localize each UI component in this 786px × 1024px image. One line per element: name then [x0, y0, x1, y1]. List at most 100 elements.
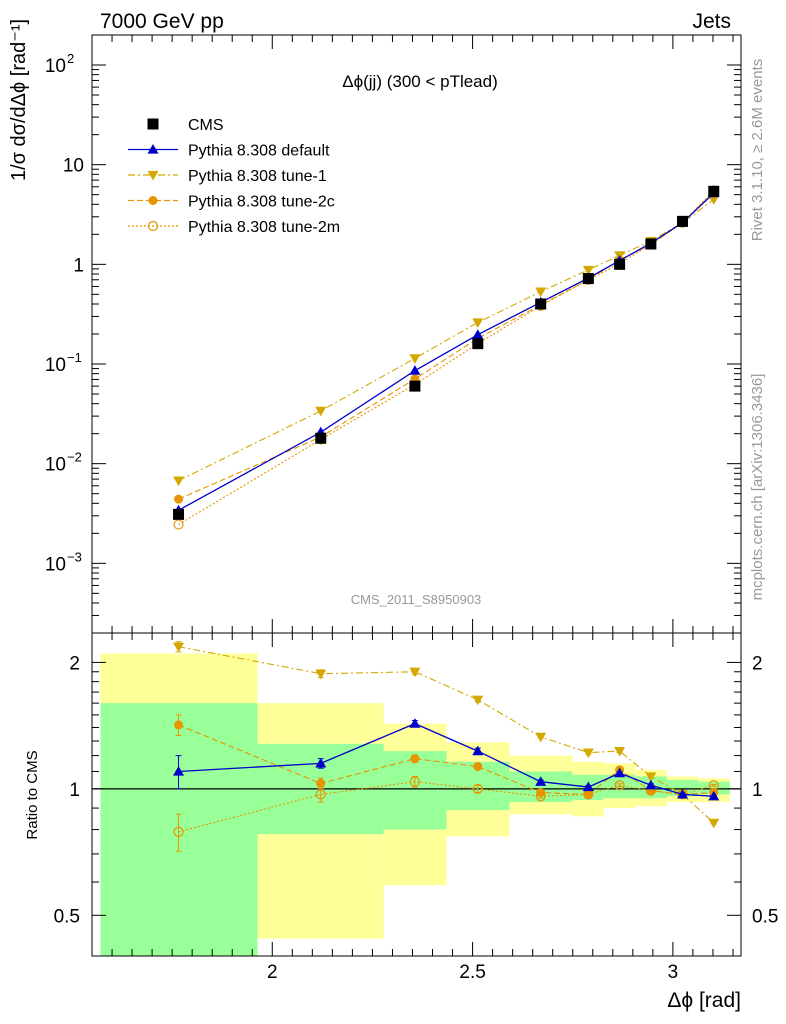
series-point: [315, 406, 327, 417]
series-point: [173, 519, 184, 530]
cms-point: [472, 338, 484, 350]
legend-entry: Pythia 8.308 tune-2m: [128, 219, 340, 236]
ratio-point: [472, 745, 484, 756]
rivet-version-label: Rivet 3.1.10, ≥ 2.6M events: [749, 59, 766, 242]
cms-point: [677, 215, 689, 227]
ratio-line: [178, 646, 715, 824]
ratio-line: [178, 724, 714, 795]
series-point: [409, 354, 421, 364]
legend-entry: Pythia 8.308 default: [128, 143, 330, 160]
y-tick-exponent: −3: [67, 549, 82, 564]
ratio-point: [409, 667, 421, 678]
ratio-point: [315, 669, 327, 680]
series-cms: [173, 185, 720, 520]
ratio-point: [582, 748, 594, 759]
y-tick-label: 10: [45, 56, 66, 77]
y-axis-label: 1/σ dσ/dΔϕ [rad⁻¹]: [8, 19, 30, 181]
cms-point: [409, 380, 421, 392]
legend-label: Pythia 8.308 tune-1: [188, 168, 327, 185]
ratio-point: [315, 757, 327, 768]
ratio-point: [315, 789, 326, 800]
ratio-tick-label: 0.5: [54, 906, 80, 927]
header-collision-label: 7000 GeV pp: [100, 10, 224, 33]
series-pythia-8-308-tune-1: [173, 195, 720, 487]
plot-title: Δϕ(jj) (300 < pTlead): [342, 72, 498, 91]
y-tick-label: 10: [63, 156, 84, 177]
ratio-point: [173, 826, 184, 837]
legend-marker: [147, 144, 159, 154]
y-axis-label-text: 1/σ dσ/dΔϕ [rad⁻¹]: [8, 19, 30, 181]
ratio-point: [535, 732, 547, 743]
ratio-tick-label-right: 1: [752, 780, 763, 801]
legend-entry: CMS: [147, 117, 224, 134]
ratio-point: [582, 781, 594, 792]
legend-label: Pythia 8.308 default: [188, 143, 330, 160]
series-line: [178, 192, 715, 511]
ratio-point: [614, 767, 626, 778]
ratio-series-pythia-8-308-tune-1: [173, 641, 720, 829]
x-tick-label: 2: [267, 962, 278, 983]
cms-point: [614, 258, 626, 270]
series-point: [174, 494, 184, 504]
ratio-point: [645, 779, 657, 790]
y-tick-label: 10: [45, 455, 66, 476]
x-axis-label: Δϕ [rad]: [667, 989, 741, 1012]
header-category-label: Jets: [692, 10, 731, 33]
mcplots-label: mcplots.cern.ch [arXiv:1306.3436]: [749, 374, 766, 601]
series-line: [178, 191, 715, 500]
legend-marker: [147, 170, 159, 181]
series-line: [178, 198, 715, 482]
ratio-line: [178, 722, 714, 797]
ratio-point: [473, 762, 483, 772]
ratio-point: [409, 718, 421, 728]
y-tick-label: 10: [45, 355, 66, 376]
ratio-point: [677, 788, 689, 799]
ratio-tick-label: 2: [69, 653, 80, 674]
legend-marker: [148, 196, 158, 205]
legend-label: Pythia 8.308 tune-2c: [188, 194, 335, 211]
ratio-point: [614, 780, 625, 791]
ratio-point: [645, 772, 657, 783]
legend-marker: [147, 118, 159, 130]
ratio-point: [535, 776, 547, 786]
ratio-point: [316, 778, 326, 788]
x-tick-label: 3: [668, 962, 679, 983]
ratio-panel: 2 2 1 1 0.5 0.5 2 2.5 3 Ratio to CMS Δϕ [rad]: [24, 35, 778, 1012]
cms-point: [173, 508, 185, 520]
ratio-point: [174, 720, 184, 730]
cms-point: [535, 298, 547, 310]
ratio-y-axis-label: Ratio to CMS: [24, 750, 41, 839]
analysis-label: CMS_2011_S8950903: [351, 592, 482, 607]
cms-point: [645, 238, 657, 250]
ratio-point: [614, 746, 626, 757]
ratio-tick-label-right: 2: [752, 653, 763, 674]
cms-point: [582, 273, 594, 285]
series-point: [409, 365, 421, 375]
ratio-point: [409, 776, 420, 787]
y-tick-exponent: 2: [67, 51, 74, 66]
series-point: [708, 195, 720, 205]
y-tick-exponent: −2: [67, 450, 82, 465]
ratio-point: [472, 783, 483, 794]
ratio-point: [708, 818, 720, 829]
series-point: [173, 476, 185, 487]
legend-entry: Pythia 8.308 tune-2c: [128, 194, 335, 211]
ratio-point: [708, 790, 720, 801]
y-tick-exponent: −1: [67, 350, 82, 365]
ratio-tick-label: 1: [69, 780, 80, 801]
ratio-point: [583, 789, 593, 799]
ratio-panel-frame: [91, 632, 742, 957]
series-point: [472, 318, 484, 329]
series-line: [178, 190, 715, 526]
ratio-point: [410, 754, 420, 764]
cms-point: [708, 185, 720, 197]
ratio-point: [536, 788, 546, 798]
series-pythia-8-308-tune-2m: [173, 185, 719, 530]
y-tick-label: 10: [45, 554, 66, 575]
legend: CMS Pythia 8.308 default Pythia 8.308 tune…: [128, 117, 340, 236]
x-tick-label: 2.5: [459, 962, 485, 983]
series-point: [582, 265, 594, 276]
y-tick-label: 1: [73, 255, 84, 276]
legend-marker: [147, 220, 159, 232]
legend-label: Pythia 8.308 tune-2m: [188, 219, 340, 236]
